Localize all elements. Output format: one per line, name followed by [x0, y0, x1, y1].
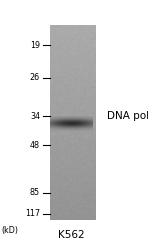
Text: K562: K562	[58, 230, 84, 240]
Text: (kD): (kD)	[1, 226, 18, 234]
Text: 19: 19	[30, 40, 40, 50]
Text: 26: 26	[30, 73, 40, 82]
Text: 117: 117	[25, 209, 40, 218]
Text: 48: 48	[30, 140, 40, 149]
Text: 85: 85	[30, 188, 40, 197]
Text: DNA pol β: DNA pol β	[107, 111, 148, 121]
Text: 34: 34	[30, 112, 40, 121]
